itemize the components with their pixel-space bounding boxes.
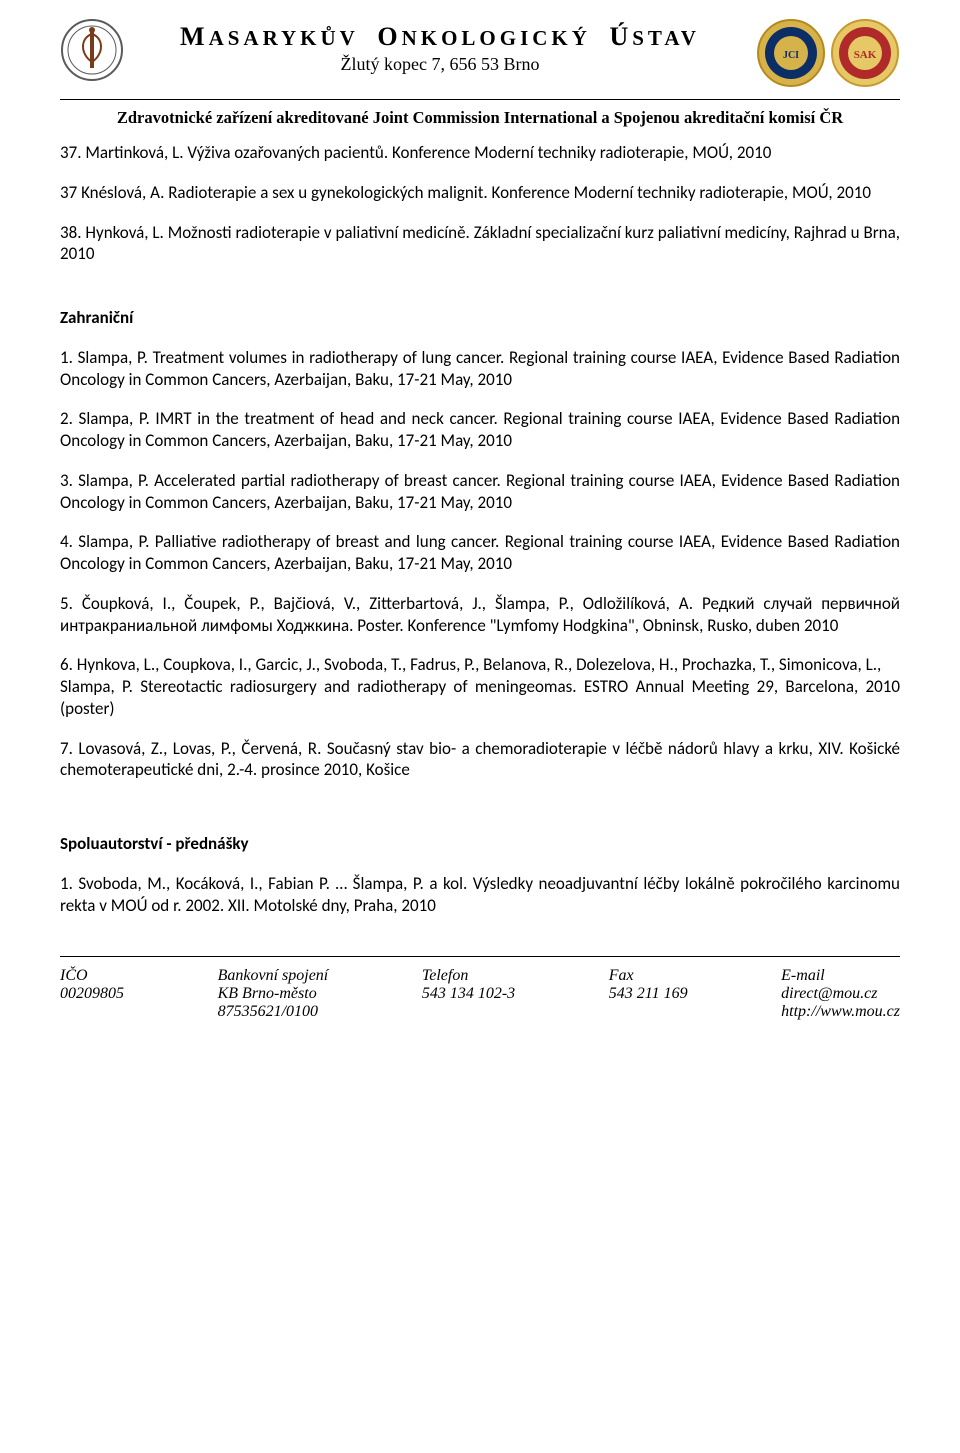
letterhead-center: MASARYKŮV ONKOLOGICKÝ ÚSTAV Žlutý kopec … — [130, 18, 750, 75]
entry: 37. Martinková, L. Výživa ozařovaných pa… — [60, 142, 900, 164]
section-heading-foreign: Zahraniční — [60, 307, 900, 329]
entry: 5. Čoupková, I., Čoupek, P., Bajčiová, V… — [60, 593, 900, 637]
entry: 1. Slampa, P. Treatment volumes in radio… — [60, 347, 900, 391]
section-heading-coauth: Spoluautorství - přednášky — [60, 833, 900, 855]
entry: 6. Hynkova, L., Coupkova, I., Garcic, J.… — [60, 654, 900, 719]
footer-value: KB Brno-město — [218, 985, 329, 1003]
org-title: MASARYKŮV ONKOLOGICKÝ ÚSTAV — [130, 22, 750, 52]
entry: 38. Hynková, L. Možnosti radioterapie v … — [60, 222, 900, 266]
footer-col-bank: Bankovní spojení KB Brno-město 87535621/… — [218, 967, 329, 1021]
footer-label: IČO — [60, 967, 124, 985]
svg-text:SAK: SAK — [854, 49, 877, 61]
footer-rule — [60, 956, 900, 957]
footer-value: 87535621/0100 — [218, 1003, 329, 1021]
org-address: Žlutý kopec 7, 656 53 Brno — [130, 54, 750, 75]
sak-seal-icon: SAK — [830, 18, 900, 93]
page: MASARYKŮV ONKOLOGICKÝ ÚSTAV Žlutý kopec … — [0, 0, 960, 1453]
footer-value: 00209805 — [60, 985, 124, 1003]
footer-value: 543 211 169 — [609, 985, 688, 1003]
accreditation-line: Zdravotnické zařízení akreditované Joint… — [60, 108, 900, 128]
footer: IČO 00209805 Bankovní spojení KB Brno-mě… — [60, 967, 900, 1021]
footer-label: Fax — [609, 967, 688, 985]
entry: 37 Knéslová, A. Radioterapie a sex u gyn… — [60, 182, 900, 204]
letterhead: MASARYKŮV ONKOLOGICKÝ ÚSTAV Žlutý kopec … — [60, 18, 900, 93]
seals-right: JCI SAK — [750, 18, 900, 93]
footer-label: Bankovní spojení — [218, 967, 329, 985]
jci-seal-icon: JCI — [756, 18, 826, 93]
footer-col-email: E-mail direct@mou.cz http://www.mou.cz — [781, 967, 900, 1021]
footer-col-ico: IČO 00209805 — [60, 967, 124, 1021]
footer-value: http://www.mou.cz — [781, 1003, 900, 1021]
footer-col-fax: Fax 543 211 169 — [609, 967, 688, 1021]
footer-value: direct@mou.cz — [781, 985, 900, 1003]
header-rule — [60, 99, 900, 100]
entry: 2. Slampa, P. IMRT in the treatment of h… — [60, 408, 900, 452]
entry: 3. Slampa, P. Accelerated partial radiot… — [60, 470, 900, 514]
footer-label: E-mail — [781, 967, 900, 985]
entry: 7. Lovasová, Z., Lovas, P., Červená, R. … — [60, 738, 900, 782]
entry: 4. Slampa, P. Palliative radiotherapy of… — [60, 531, 900, 575]
entry: 1. Svoboda, M., Kocáková, I., Fabian P. … — [60, 873, 900, 917]
footer-col-phone: Telefon 543 134 102-3 — [422, 967, 515, 1021]
footer-value: 543 134 102-3 — [422, 985, 515, 1003]
mou-logo-icon — [60, 18, 124, 87]
svg-text:JCI: JCI — [783, 50, 799, 61]
document-body: 37. Martinková, L. Výživa ozařovaných pa… — [60, 142, 900, 916]
logo-left — [60, 18, 130, 87]
footer-label: Telefon — [422, 967, 515, 985]
